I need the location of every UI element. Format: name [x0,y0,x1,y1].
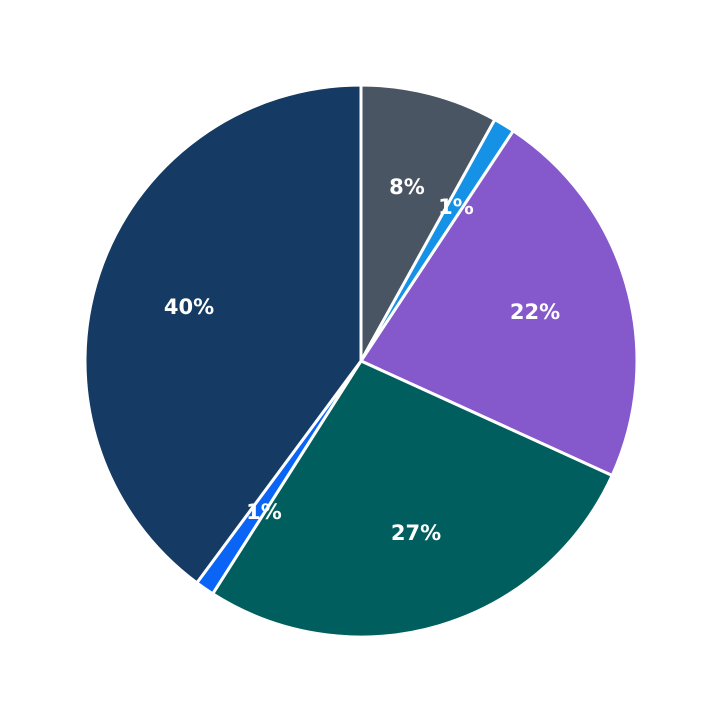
slice-label: 40% [163,295,215,319]
pie-slice [359,129,639,477]
slice-label: 8% [389,175,425,199]
slice-label: 27% [390,521,442,545]
pie-slice [211,359,614,639]
slice-label: 22% [509,300,561,324]
pie-slice [83,83,363,585]
slice-label: 1% [246,500,282,524]
slice-label: 1% [438,195,474,219]
pie-slice [359,83,497,363]
